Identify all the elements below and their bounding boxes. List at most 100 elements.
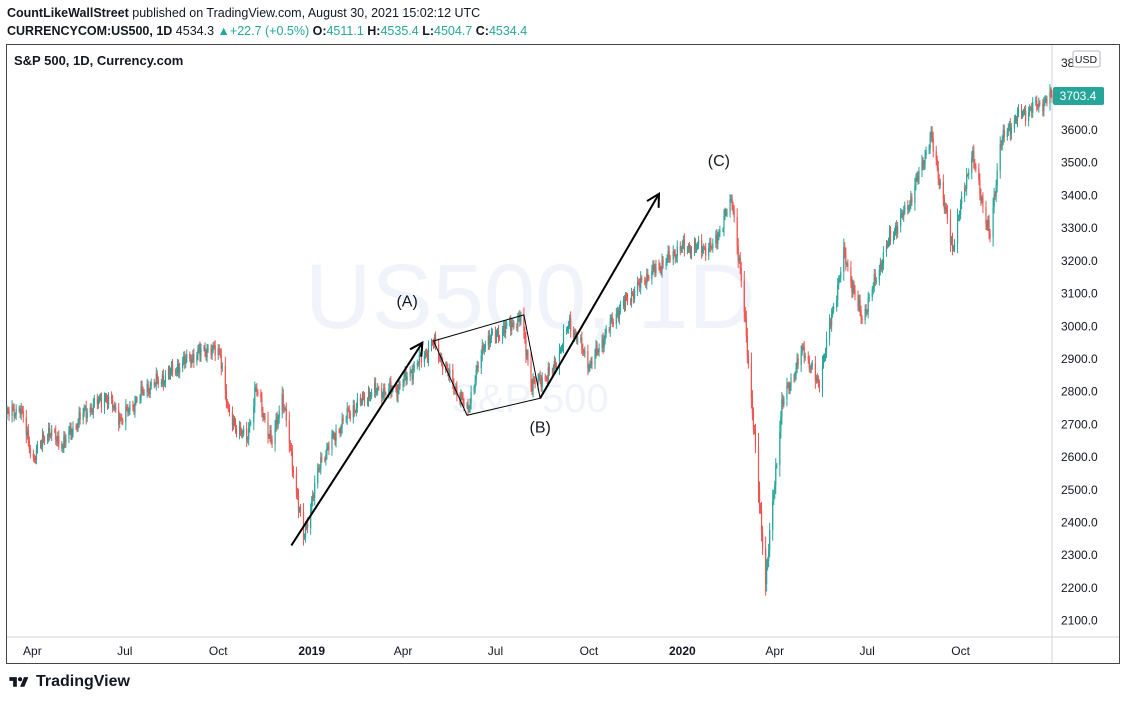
candle-body [988,220,990,234]
candle-body [958,214,961,217]
candle-body [54,430,56,432]
candle-body [97,400,99,405]
candle-body [439,357,441,359]
watermark-name: S&P 500 [451,377,608,421]
candle-body [291,451,293,471]
candle-body [29,449,31,454]
candle-body [182,360,184,369]
candle-body [86,412,88,418]
currency-button[interactable] [1072,50,1101,68]
candle-body [897,226,899,234]
candle-body [142,390,144,393]
candle-body [694,242,697,249]
candle-body [370,391,373,397]
candle-body [58,436,60,445]
publisher-name[interactable]: CountLikeWallStreet [7,6,129,20]
candle-body [950,238,953,243]
published-text: published on TradingView.com, August 30,… [132,6,481,20]
candle-body [1039,102,1041,105]
candle-body [184,356,186,365]
candle-body [632,293,635,299]
candle-body [250,422,252,424]
candle-body [609,320,611,331]
candle-body [665,262,667,266]
candle-body [992,206,994,238]
candle-body [724,211,726,217]
candle-body [545,377,547,380]
candle-body [41,434,44,446]
candle-body [738,257,740,261]
price-tick-label: 2500.0 [1061,483,1098,497]
candle-body [723,216,725,230]
publish-info: CountLikeWallStreet published on Trading… [7,4,527,22]
candle-body [99,397,102,399]
candle-body [851,282,853,293]
candle-body [406,376,408,381]
candle-body [198,347,200,350]
candle-body [262,411,264,418]
candle-body [317,468,319,483]
candle-body [193,354,195,363]
candle-body [704,247,706,249]
candle-body [833,307,835,310]
candle-body [84,407,86,409]
candle-body [516,327,518,329]
candle-body [463,402,465,407]
candle-body [276,417,278,425]
candle-body [283,408,285,410]
candle-body [808,359,810,369]
candle-body [631,293,634,295]
candle-body [1051,93,1053,99]
candle-body [430,342,433,348]
candle-body [281,394,283,411]
candle-body [494,331,497,339]
candle-body [673,251,675,255]
candle-body [28,440,30,450]
candle-body [206,349,208,358]
candle-body [481,345,483,356]
candle-body [8,411,10,417]
candle-body [626,296,629,302]
candle-body [147,384,149,393]
candle-body [904,205,906,212]
candle-body [811,363,813,367]
close-label: C: [475,24,489,38]
candle-body [953,243,956,248]
candle-body [385,393,387,395]
candle-body [1050,91,1052,94]
candle-body [932,137,934,152]
candle-body [653,264,655,269]
watermark-symbol: US500, 1D [305,246,755,348]
candle-body [72,426,74,433]
candle-body [794,374,796,379]
candle-body [745,317,747,337]
candle-body [942,182,944,199]
time-tick-label: Oct [951,644,970,658]
time-axis[interactable]: Apr Jul Oct 2019 Apr Jul Oct 2020 Apr Jul Oct [23,644,971,658]
candle-body [624,296,627,307]
candle-body [740,268,742,281]
candle-body [487,335,489,345]
candle-body [769,529,771,551]
candle-body [368,391,371,398]
symbol-info: CURRENCYCOM:US500, 1D 4534.3 ▲+22.7 (+0.… [7,22,527,40]
price-axis[interactable]: 38 USD 2100.0 2200.0 2300.0 2400.0 2500.0 260… [1061,50,1101,628]
candle-body [573,330,575,338]
candle-body [814,363,816,381]
price-tick-label: 3500.0 [1061,156,1098,170]
candle-body [175,370,178,373]
candle-body [183,356,185,361]
candle-body [837,284,839,301]
candle-body [204,347,206,353]
candle-body [340,427,342,433]
candle-body [729,198,731,213]
candle-body [553,361,555,368]
candle-body [360,401,363,403]
candle-body [887,240,890,245]
candle-body [354,411,356,413]
candle-body [321,457,323,459]
candle-body [765,548,767,584]
candle-body [397,389,399,398]
candle-body [973,150,975,163]
